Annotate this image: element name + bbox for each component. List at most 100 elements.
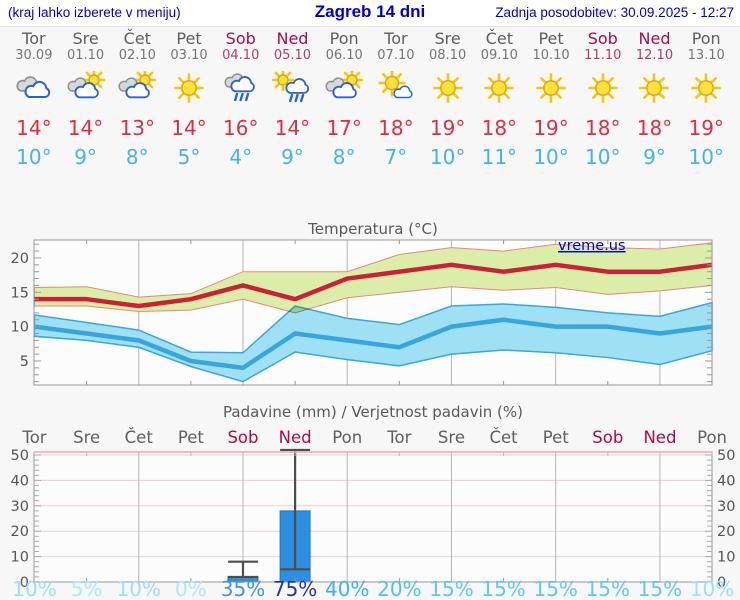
rain-icon	[224, 73, 255, 102]
forecast-strip: Tor 30.09 14° 10° Sre 01.10 14° 9° Čet 0…	[8, 30, 732, 170]
weather-icon-wrap	[111, 63, 163, 113]
forecast-day-column: Sre 01.10 14° 9°	[60, 30, 112, 170]
temp-min: 10°	[429, 145, 466, 169]
temp-max: 18°	[636, 116, 673, 140]
temp-max: 19°	[688, 116, 724, 140]
day-name: Tor	[22, 29, 46, 48]
temp-min: 10°	[16, 145, 52, 169]
temp-ytick-label: 10	[11, 320, 29, 336]
temp-max: 14°	[274, 116, 311, 140]
vreme-us-link[interactable]: vreme.us	[558, 238, 626, 254]
partly-icon	[67, 71, 105, 99]
day-date: 11.10	[584, 48, 622, 63]
day-date: 03.10	[170, 48, 208, 63]
forecast-day-column: Pet 03.10 14° 5°	[163, 30, 215, 170]
last-update-text: Zadnja posodobitev: 30.09.2025 - 12:27	[495, 5, 734, 20]
day-date: 07.10	[377, 48, 415, 63]
precip-day-label: Čet	[490, 428, 519, 447]
temp-min: 9°	[74, 145, 97, 169]
day-name: Čet	[485, 29, 513, 48]
menu-hint-text: (kraj lahko izberete v meniju)	[8, 5, 181, 20]
forecast-day-column: Tor 30.09 14° 10°	[8, 30, 60, 170]
mostly-sunny-icon	[378, 71, 413, 99]
weather-icon-wrap	[8, 63, 60, 113]
forecast-day-column: Sre 08.10 19° 10°	[422, 30, 474, 170]
tmin-line	[34, 317, 713, 371]
temp-max: 17°	[326, 116, 362, 140]
precipitation-chart: Padavine (mm) / Verjetnost padavin (%) To…	[11, 403, 736, 600]
sunny-icon	[484, 73, 515, 103]
forecast-day-column: Ned 05.10 14° 9°	[267, 30, 319, 170]
precip-probability: 10%	[690, 577, 734, 600]
forecast-day-column: Pon 06.10 17° 8°	[318, 30, 370, 170]
temp-min: 9°	[643, 145, 666, 169]
temp-ytick-label: 20	[11, 251, 29, 267]
precip-ytick-right: 40	[717, 473, 735, 489]
temp-max: 16°	[223, 116, 259, 140]
day-date: 04.10	[222, 48, 260, 63]
day-name: Čet	[123, 29, 151, 48]
precip-ytick-left: 50	[11, 448, 29, 464]
precip-probability: 15%	[429, 577, 473, 600]
day-name: Sob	[587, 29, 618, 48]
day-name: Sre	[72, 29, 99, 48]
precip-day-label: Tor	[386, 428, 411, 447]
day-date: 09.10	[480, 48, 518, 63]
temp-min: 8°	[332, 145, 356, 169]
temp-max: 19°	[429, 116, 466, 140]
forecast-day-column: Sob 11.10 18° 10°	[577, 30, 629, 170]
precip-day-label: Čet	[125, 428, 154, 447]
weather-icon-wrap	[422, 63, 474, 113]
temp-max: 19°	[533, 116, 569, 140]
weather-icon-wrap	[60, 63, 112, 113]
temp-max: 14°	[67, 116, 104, 140]
precip-day-label: Tor	[21, 428, 46, 447]
temp-min: 4°	[229, 145, 253, 169]
top-bar: (kraj lahko izberete v meniju) Zagreb 14…	[0, 0, 740, 27]
precip-day-label: Sob	[592, 428, 623, 447]
weather-icon-wrap	[163, 63, 215, 113]
day-date: 12.10	[635, 48, 674, 63]
weather-icon-wrap	[525, 63, 577, 113]
sunny-icon	[587, 73, 618, 103]
day-date: 13.10	[687, 48, 725, 63]
sunny-icon	[432, 73, 463, 103]
precip-probability: 75%	[273, 577, 317, 600]
precip-probability: 35%	[221, 577, 265, 600]
precip-day-label: Sob	[227, 428, 258, 447]
weather-icon-wrap	[267, 63, 319, 113]
temp-ytick-label: 5	[20, 354, 29, 370]
forecast-day-column: Čet 09.10 18° 11°	[473, 30, 525, 170]
precip-probability: 40%	[325, 577, 369, 600]
day-date: 06.10	[325, 48, 363, 63]
day-name: Pon	[329, 29, 359, 48]
weather-icon-wrap	[370, 63, 422, 113]
day-name: Pon	[691, 29, 721, 48]
precip-probability: 0%	[175, 577, 207, 600]
precip-ytick-right: 20	[717, 524, 735, 540]
precip-day-label: Sre	[438, 428, 465, 447]
forecast-day-column: Pon 13.10 19° 10°	[680, 30, 732, 170]
precip-day-label: Ned	[279, 428, 312, 447]
precip-ytick-right: 50	[717, 448, 735, 464]
temperature-chart: 5 10 15 20 Temperatura (°C) vreme.us	[11, 220, 713, 386]
precip-ytick-left: 30	[11, 499, 29, 515]
sunny-icon	[536, 73, 566, 103]
temp-max: 18°	[378, 116, 414, 140]
precip-day-label: Pon	[332, 428, 362, 447]
precip-ytick-right: 10	[717, 550, 735, 566]
temperature-chart-title: Temperatura (°C)	[307, 220, 438, 238]
temp-min: 10°	[533, 145, 569, 169]
precip-ytick-left: 0	[20, 575, 29, 591]
day-name: Pet	[176, 29, 202, 48]
precip-day-label: Pon	[697, 428, 727, 447]
day-date: 01.10	[66, 48, 105, 63]
forecast-day-column: Tor 07.10 18° 7°	[370, 30, 422, 170]
precip-day-label: Pet	[178, 428, 205, 447]
temp-max: 14°	[16, 116, 52, 140]
day-date: 05.10	[273, 48, 312, 63]
temp-min: 10°	[585, 145, 621, 169]
temp-max: 13°	[119, 116, 156, 140]
day-name: Sob	[225, 29, 256, 48]
